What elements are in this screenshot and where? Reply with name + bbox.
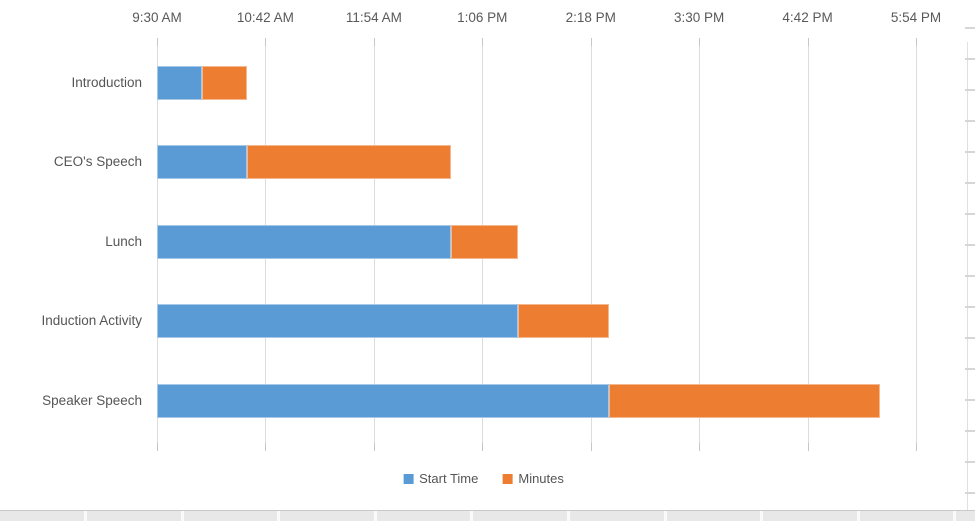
sheet-row-gridline bbox=[965, 337, 975, 339]
sheet-row-gridline bbox=[965, 120, 975, 122]
gridline bbox=[916, 46, 917, 443]
sheet-cell-divider bbox=[857, 511, 860, 521]
sheet-cell-divider bbox=[953, 511, 956, 521]
category-label[interactable]: Lunch bbox=[105, 233, 142, 249]
gantt-bar-row bbox=[157, 224, 519, 259]
sheet-cell-divider bbox=[664, 511, 667, 521]
axis-tick-bottom bbox=[699, 443, 701, 451]
axis-tick-top bbox=[482, 38, 484, 46]
legend-item[interactable]: Minutes bbox=[502, 471, 564, 486]
bar-segment-minutes[interactable] bbox=[247, 145, 451, 180]
bar-segment-minutes[interactable] bbox=[450, 224, 519, 259]
bar-segment-start-time[interactable] bbox=[157, 383, 609, 418]
x-axis-label[interactable]: 5:54 PM bbox=[890, 10, 942, 25]
sheet-row-gridline bbox=[965, 492, 975, 494]
axis-tick-top bbox=[916, 38, 917, 46]
sheet-row-gridline bbox=[965, 399, 975, 401]
x-axis-label[interactable]: 1:06 PM bbox=[457, 10, 508, 25]
sheet-row-gridline bbox=[965, 27, 975, 29]
bar-segment-minutes[interactable] bbox=[518, 304, 609, 339]
legend-label: Minutes bbox=[518, 471, 564, 486]
axis-tick-top bbox=[807, 38, 809, 46]
sheet-cell-divider bbox=[760, 511, 763, 521]
x-axis-label[interactable]: 9:30 AM bbox=[132, 10, 182, 25]
bar-segment-start-time[interactable] bbox=[157, 66, 203, 100]
gridline bbox=[590, 46, 592, 443]
sheet-cell-divider bbox=[374, 511, 377, 521]
axis-tick-bottom bbox=[807, 443, 809, 451]
axis-tick-top bbox=[699, 38, 701, 46]
legend-item[interactable]: Start Time bbox=[403, 471, 478, 486]
category-label[interactable]: CEO's Speech bbox=[53, 154, 142, 170]
sheet-row-gridline bbox=[965, 182, 975, 184]
x-axis-label[interactable]: 4:42 PM bbox=[782, 10, 833, 25]
sheet-row-gridline bbox=[965, 89, 975, 91]
axis-tick-bottom bbox=[265, 443, 267, 451]
sheet-row-gridline bbox=[965, 244, 975, 246]
legend-swatch-minutes bbox=[502, 473, 513, 484]
gridline bbox=[699, 46, 701, 443]
sheet-cell-divider bbox=[277, 511, 280, 521]
axis-tick-bottom bbox=[482, 443, 484, 451]
axis-tick-top bbox=[373, 38, 375, 46]
sheet-row-gridline bbox=[965, 430, 975, 432]
gantt-bar-row bbox=[157, 383, 880, 418]
sheet-cell-divider bbox=[181, 511, 184, 521]
axis-tick-bottom bbox=[590, 443, 592, 451]
sheet-cell-divider bbox=[470, 511, 473, 521]
sheet-row-gridline bbox=[965, 151, 975, 153]
sheet-bottom-strip bbox=[0, 511, 975, 521]
axis-tick-top bbox=[265, 38, 267, 46]
sheet-row-gridline bbox=[965, 213, 975, 215]
bar-segment-start-time[interactable] bbox=[157, 145, 248, 180]
x-axis-label[interactable]: 10:42 AM bbox=[236, 10, 294, 25]
gantt-bar-row bbox=[157, 66, 248, 100]
category-label[interactable]: Introduction bbox=[71, 75, 142, 90]
axis-tick-bottom bbox=[157, 443, 158, 451]
gantt-bar-row bbox=[157, 145, 451, 180]
category-label[interactable]: Induction Activity bbox=[41, 313, 142, 329]
axis-tick-bottom bbox=[916, 443, 917, 451]
axis-tick-top bbox=[590, 38, 592, 46]
bar-segment-minutes[interactable] bbox=[608, 383, 880, 418]
sheet-row-gridline bbox=[965, 461, 975, 463]
legend[interactable]: Start Time Minutes bbox=[403, 471, 564, 486]
axis-tick-bottom bbox=[373, 443, 375, 451]
x-axis-label[interactable]: 11:54 AM bbox=[345, 10, 402, 25]
legend-swatch-start-time bbox=[403, 473, 414, 484]
sheet-row-gridline bbox=[965, 58, 975, 60]
category-label[interactable]: Speaker Speech bbox=[42, 392, 142, 408]
gantt-bar-row bbox=[157, 304, 609, 339]
sheet-row-gridline bbox=[965, 368, 975, 370]
sheet-row-gridline bbox=[965, 275, 975, 277]
sheet-cell-divider bbox=[84, 511, 87, 521]
bar-segment-start-time[interactable] bbox=[157, 304, 519, 339]
bar-segment-start-time[interactable] bbox=[157, 224, 451, 259]
gantt-chart[interactable]: 9:30 AM 10:42 AM 11:54 AM 1:06 PM 2:18 PM 3:3… bbox=[0, 0, 967, 510]
axis-tick-top bbox=[157, 38, 158, 46]
bar-segment-minutes[interactable] bbox=[202, 66, 248, 100]
gridline bbox=[807, 46, 809, 443]
sheet-row-gridline bbox=[965, 306, 975, 308]
sheet-gridline-horizontal bbox=[0, 510, 975, 511]
legend-label: Start Time bbox=[419, 471, 479, 486]
x-axis-label[interactable]: 3:30 PM bbox=[674, 10, 725, 25]
x-axis-label[interactable]: 2:18 PM bbox=[565, 10, 616, 25]
sheet-cell-divider bbox=[567, 511, 570, 521]
